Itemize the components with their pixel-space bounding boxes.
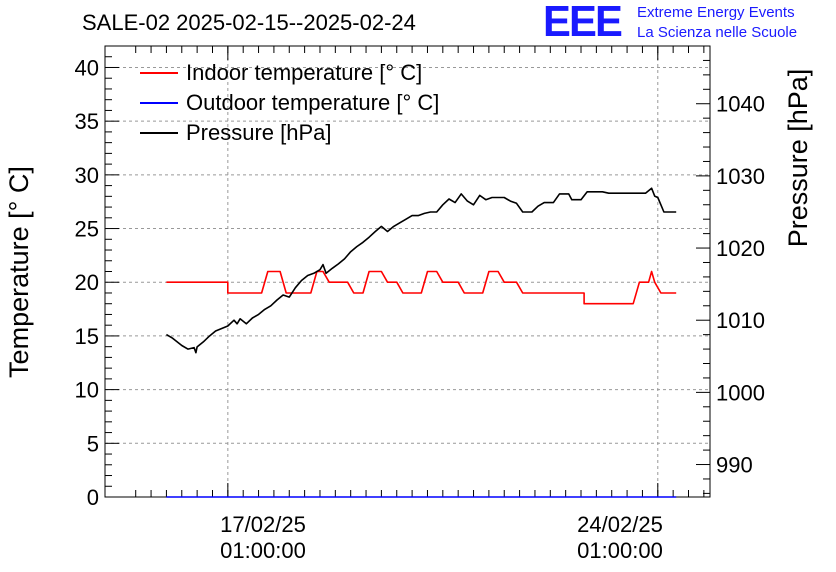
legend-label-outdoor: Outdoor temperature [° C]: [186, 90, 440, 115]
y2-tick-label-0: 990: [716, 453, 753, 478]
logo-line-2: La Scienza nelle Scuole: [637, 24, 798, 41]
y-tick-label-3: 15: [75, 324, 99, 349]
x-tick-date-1: 24/02/25: [577, 512, 663, 537]
y-tick-label-6: 30: [75, 163, 99, 188]
series-line-2: [165, 187, 677, 354]
y2-tick-label-2: 1010: [716, 308, 765, 333]
x-tick-time-0: 01:00:00: [220, 538, 306, 563]
legend-entry-outdoor: Outdoor temperature [° C]: [140, 88, 439, 118]
y-tick-label-8: 40: [75, 55, 99, 80]
legend-entry-indoor: Indoor temperature [° C]: [140, 58, 439, 88]
y-axis-label-right: Pressure [hPa]: [783, 68, 813, 248]
y-tick-label-5: 25: [75, 217, 99, 242]
y-axis-label-left: Temperature [° C]: [4, 166, 34, 378]
y2-tick-label-1: 1000: [716, 380, 765, 405]
legend-label-indoor: Indoor temperature [° C]: [186, 60, 423, 85]
legend-swatch-pressure: [140, 132, 178, 134]
y-tick-label-4: 20: [75, 270, 99, 295]
legend-entry-pressure: Pressure [hPa]: [140, 118, 439, 148]
y-tick-label-0: 0: [87, 485, 99, 510]
legend-swatch-indoor: [140, 72, 178, 74]
x-tick-time-1: 01:00:00: [577, 538, 663, 563]
x-tick-date-0: 17/02/25: [220, 512, 306, 537]
legend: Indoor temperature [° C] Outdoor tempera…: [140, 58, 439, 148]
y2-tick-label-3: 1020: [716, 236, 765, 261]
y-tick-label-1: 5: [87, 431, 99, 456]
x-tick-label-1: 24/02/25 01:00:00: [545, 512, 695, 564]
y2-tick-label-5: 1040: [716, 92, 765, 117]
eee-logo-mark: EEE: [543, 0, 623, 46]
series-line-0: [166, 270, 677, 305]
y-tick-label-7: 35: [75, 109, 99, 134]
legend-swatch-outdoor: [140, 102, 178, 104]
x-tick-label-0: 17/02/25 01:00:00: [188, 512, 338, 564]
legend-label-pressure: Pressure [hPa]: [186, 120, 332, 145]
y-tick-label-2: 10: [75, 378, 99, 403]
chart-title: SALE-02 2025-02-15--2025-02-24: [82, 10, 416, 35]
y2-tick-label-4: 1030: [716, 164, 765, 189]
logo-line-1: Extreme Energy Events: [637, 4, 795, 21]
